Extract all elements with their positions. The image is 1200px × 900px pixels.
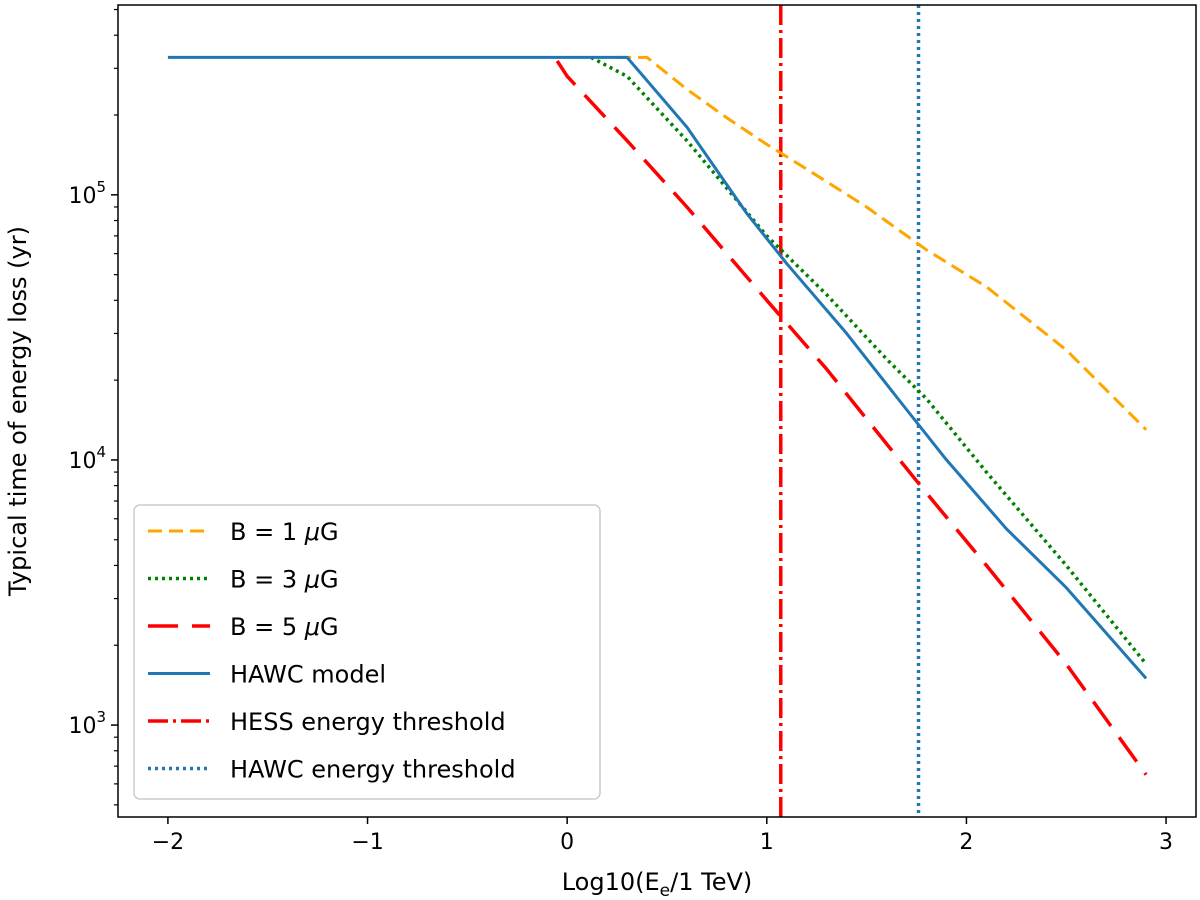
x-tick-label: −1: [351, 830, 383, 855]
x-tick-label: 1: [760, 830, 774, 855]
x-tick-label: 3: [1159, 830, 1173, 855]
legend-frame: [133, 504, 601, 800]
x-axis-label: Log10(Ee/1 TeV): [562, 868, 753, 900]
legend-label: B = 1 μG: [230, 518, 339, 546]
y-axis-ticks: 103 104 105: [68, 8, 118, 806]
vline-layer: [779, 5, 921, 817]
plot-frame: [117, 4, 1197, 818]
series-line-1: [590, 55, 1148, 666]
legend-label: HAWC energy threshold: [230, 756, 516, 784]
legend-label: HESS energy threshold: [230, 708, 506, 736]
series-line-2: [555, 59, 1148, 776]
y-axis-label: Typical time of energy loss (yr): [4, 226, 32, 597]
legend: B = 1 μG B = 3 μG B = 5 μG HAWC model HESS e…: [133, 504, 601, 800]
x-tick-label: 2: [959, 830, 973, 855]
x-tick-label: −2: [152, 830, 184, 855]
legend-label: B = 3 μG: [230, 566, 339, 594]
legend-entries: B = 1 μG B = 3 μG B = 5 μG HAWC model HESS e…: [148, 518, 516, 784]
x-axis-ticks: −2 −1 0 1 2 3: [152, 817, 1173, 855]
series-layer: [167, 55, 1148, 776]
x-tick-label: 0: [560, 830, 574, 855]
y-tick-label: 104: [68, 443, 106, 474]
y-tick-label: 105: [68, 178, 106, 209]
legend-label: B = 5 μG: [230, 613, 339, 641]
series-line-0: [617, 55, 1148, 431]
series-line-3: [167, 55, 1148, 680]
y-tick-label: 103: [68, 708, 106, 739]
legend-label: HAWC model: [230, 661, 386, 689]
